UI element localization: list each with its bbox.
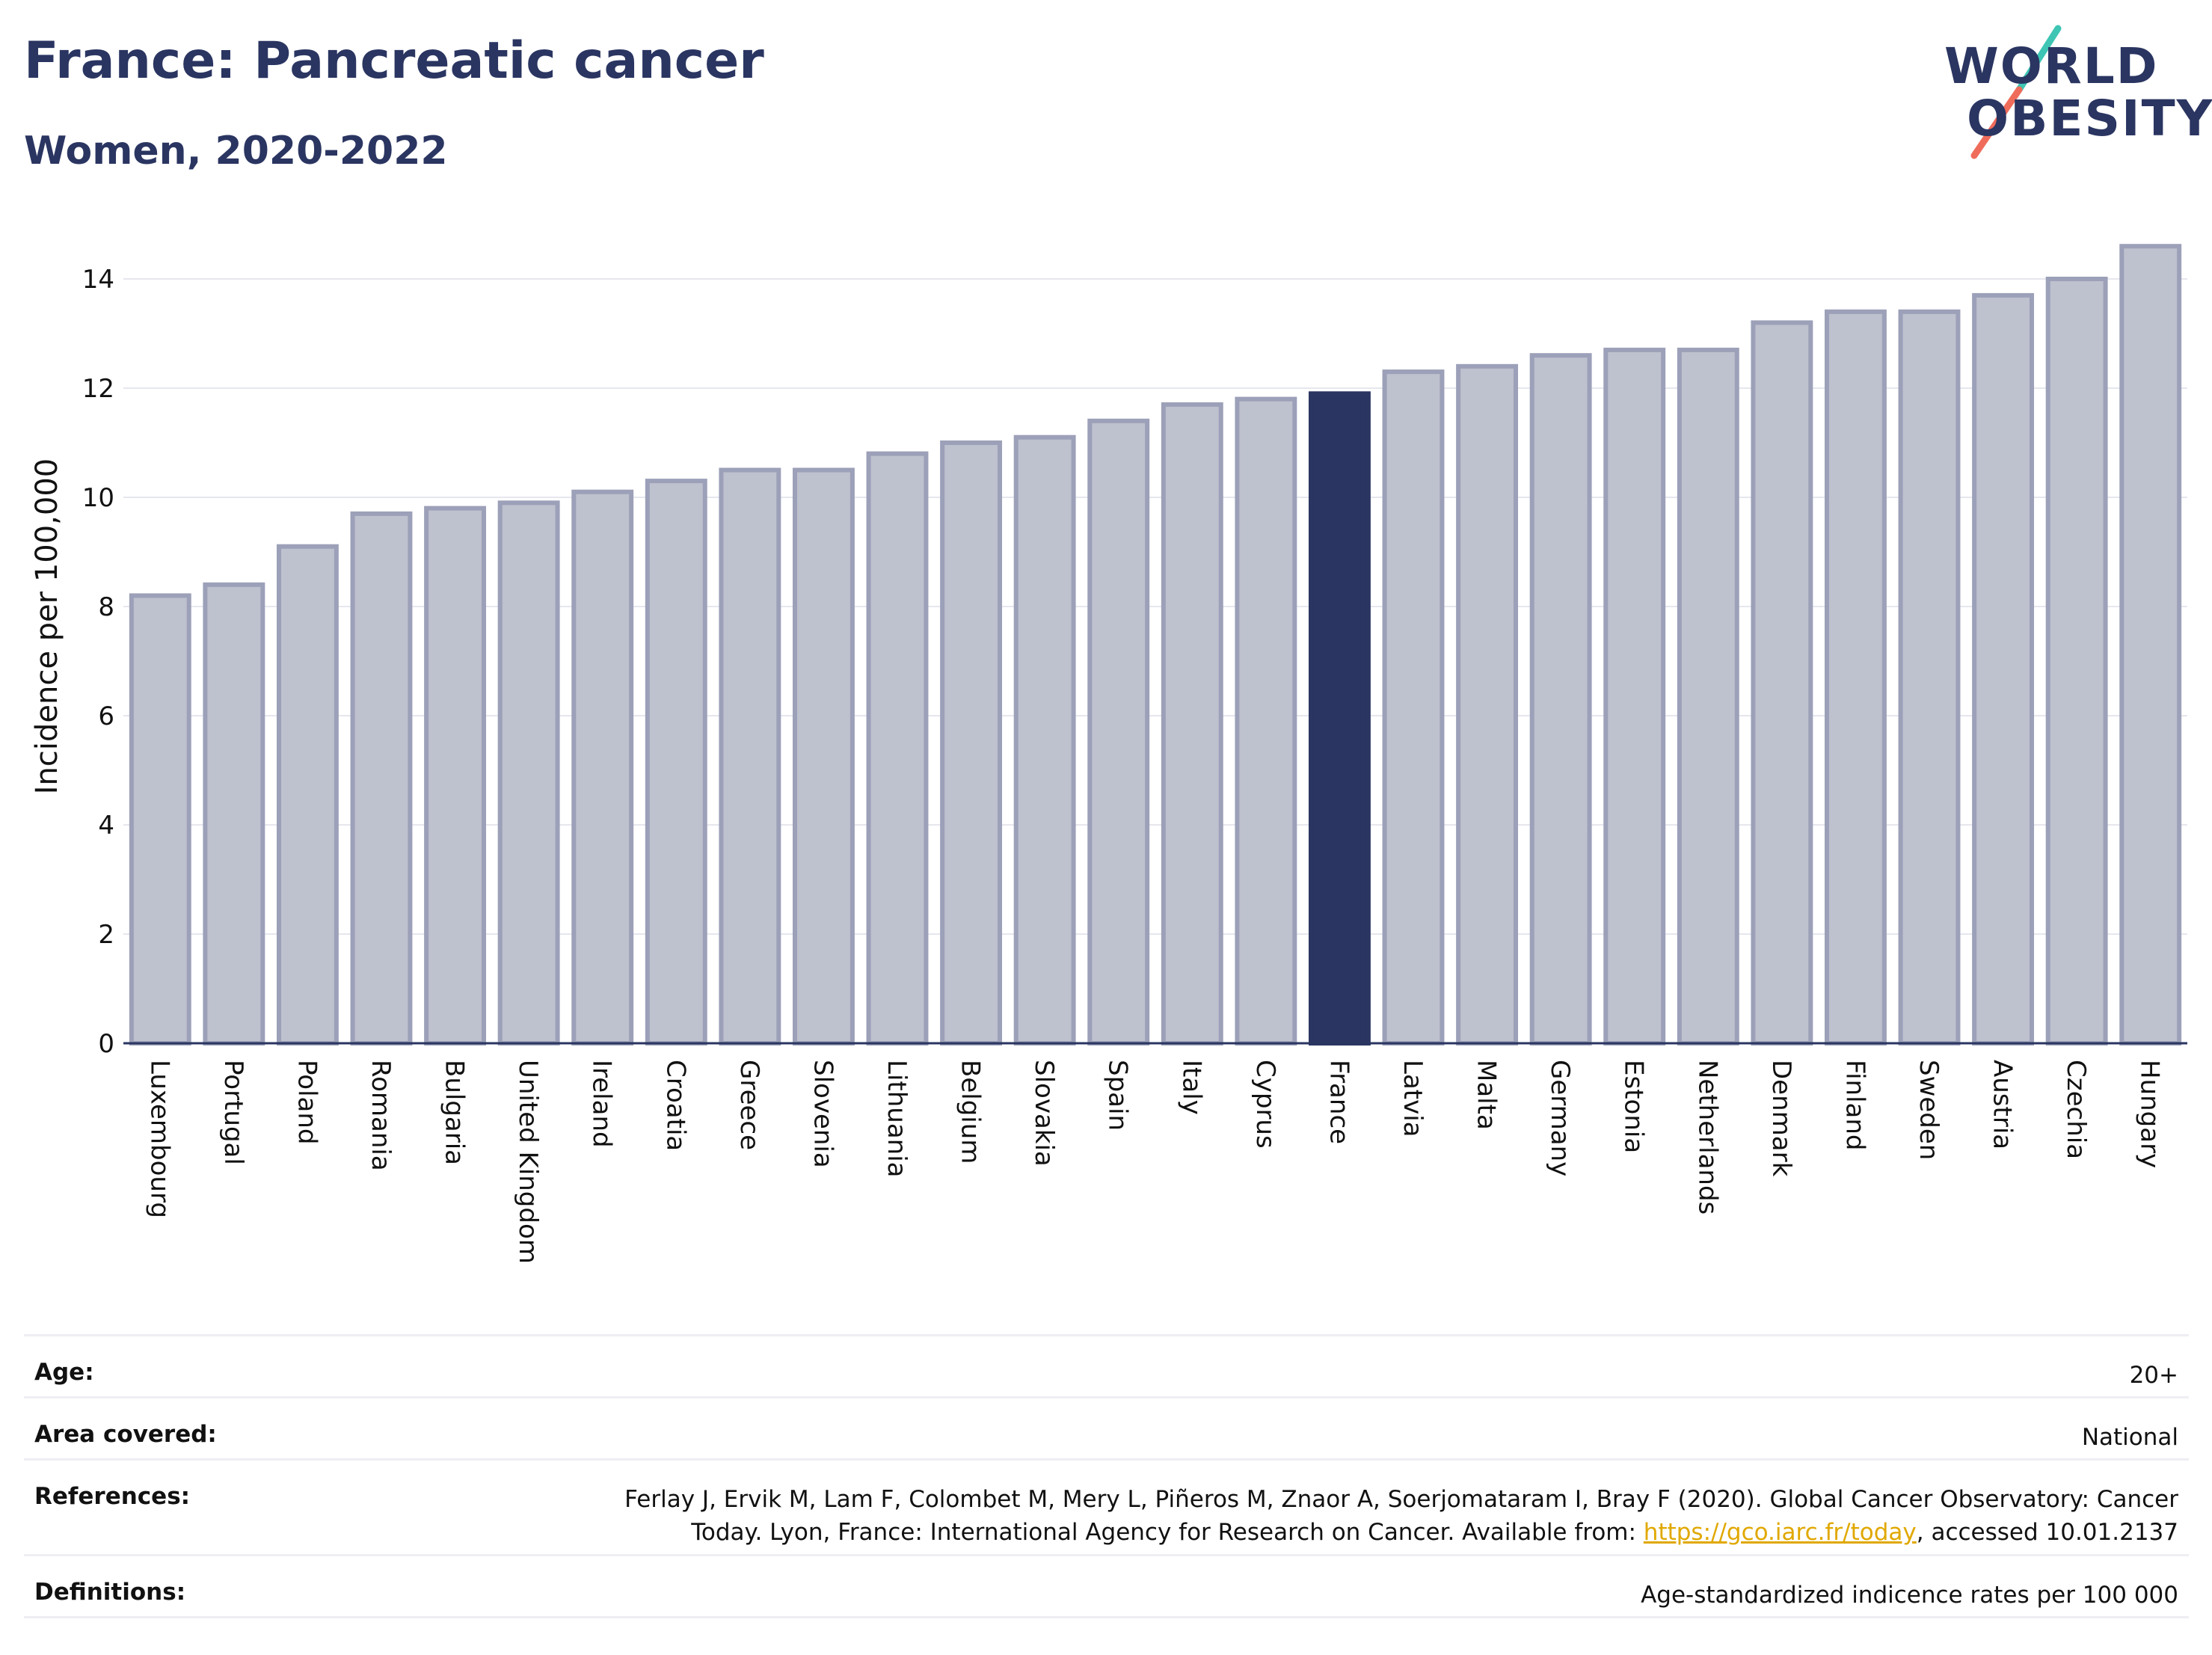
bar-netherlands (1677, 347, 1739, 1045)
bar-italy (1161, 402, 1223, 1045)
x-tick-label: Latvia (1398, 1060, 1428, 1137)
x-tick-label: Slovakia (1029, 1060, 1059, 1167)
y-tick-label: 8 (98, 592, 114, 622)
x-tick-labels: Luxembourg Portugal Poland Romania Bulgaria U… (144, 1060, 2164, 1264)
x-tick-label: Malta (1472, 1060, 1502, 1130)
bar-portugal (203, 582, 265, 1045)
references-line-2-end: , accessed 10.01.2137 (1916, 1519, 2178, 1546)
x-tick-label: Belgium (956, 1060, 986, 1164)
references-value: Ferlay J, Ervik M, Lam F, Colombet M, Me… (624, 1483, 2178, 1549)
x-tick-label: Croatia (660, 1060, 690, 1151)
bar-greece (719, 467, 781, 1045)
logo-word-1: WORLD (1944, 37, 2159, 95)
x-tick-label: Romania (366, 1060, 396, 1171)
age-value: 20+ (2129, 1362, 2178, 1389)
bar-united-kingdom (497, 500, 560, 1045)
bar-cyprus (1235, 396, 1297, 1045)
world-obesity-logo: WORLD OBESITY (1944, 21, 2212, 163)
x-tick-label: United Kingdom (513, 1060, 543, 1264)
bar-chart: 0 2 4 6 8 10 12 14 Luxembourg Portugal Poland Roma… (30, 244, 2187, 1264)
y-tick-labels: 0 2 4 6 8 10 12 14 (82, 265, 114, 1059)
x-tick-label: Spain (1103, 1060, 1133, 1131)
bar-belgium (940, 440, 1003, 1045)
x-tick-label: Denmark (1766, 1060, 1796, 1177)
definitions-label: Definitions: (34, 1579, 186, 1606)
info-row-age: Age: 20+ (24, 1334, 2189, 1396)
page-title: France: Pancreatic cancer (24, 31, 764, 90)
bar-france (1308, 391, 1371, 1045)
bar-germany (1529, 353, 1592, 1045)
definitions-value: Age-standardized indicence rates per 100… (1641, 1582, 2178, 1609)
references-line-1: Ferlay J, Ervik M, Lam F, Colombet M, Me… (624, 1486, 2178, 1513)
info-row-area: Area covered: National (24, 1396, 2189, 1458)
bar-croatia (645, 479, 707, 1045)
x-tick-label: Germany (1545, 1060, 1575, 1176)
bar-ireland (571, 489, 634, 1045)
bar-slovenia (792, 467, 855, 1045)
logo-slash-icon (1970, 25, 2062, 159)
info-row-definitions: Definitions: Age-standardized indicence … (24, 1554, 2189, 1618)
bar-slovakia (1013, 435, 1076, 1045)
bar-hungary (2119, 244, 2182, 1046)
bar-luxembourg (129, 593, 191, 1045)
x-tick-label: Czechia (2061, 1060, 2091, 1159)
logo-word-2: OBESITY (1967, 90, 2212, 147)
references-line-2-start: Today. Lyon, France: International Agenc… (691, 1519, 1644, 1546)
y-tick-label: 2 (98, 920, 114, 950)
y-tick-label: 4 (98, 811, 114, 841)
bar-romania (350, 511, 413, 1045)
bar-sweden (1898, 309, 1961, 1045)
x-tick-label: Sweden (1914, 1060, 1944, 1160)
bar-czechia (2045, 277, 2108, 1045)
y-axis-label: Incidence per 100,000 (30, 458, 64, 795)
x-tick-label: Greece (734, 1060, 764, 1150)
x-tick-label: Cyprus (1250, 1060, 1280, 1149)
age-label: Age: (34, 1359, 94, 1386)
x-tick-label: Luxembourg (144, 1060, 174, 1218)
bar-malta (1456, 363, 1519, 1045)
x-tick-label: Poland (292, 1060, 322, 1145)
bar-latvia (1382, 369, 1445, 1046)
area-value: National (2081, 1424, 2178, 1451)
references-link[interactable]: https://gco.iarc.fr/today (1643, 1519, 1917, 1546)
y-tick-label: 10 (82, 483, 114, 513)
x-tick-label: Slovenia (808, 1060, 838, 1168)
x-tick-label: Estonia (1619, 1060, 1649, 1153)
y-tick-label: 14 (82, 265, 114, 295)
info-row-references: References: Ferlay J, Ervik M, Lam F, Co… (24, 1458, 2189, 1554)
bar-spain (1087, 418, 1150, 1045)
x-tick-label: Ireland (587, 1060, 617, 1148)
x-tick-label: Austria (1988, 1060, 2018, 1149)
y-tick-label: 12 (82, 374, 114, 404)
bar-lithuania (866, 451, 929, 1045)
x-tick-label: Bulgaria (440, 1060, 470, 1165)
references-line-2: Today. Lyon, France: International Agenc… (624, 1516, 2178, 1549)
x-tick-label: Lithuania (882, 1060, 912, 1177)
page-subtitle: Women, 2020-2022 (24, 129, 448, 174)
x-tick-label: Finland (1840, 1060, 1870, 1151)
bar-finland (1824, 309, 1887, 1045)
x-tick-label: Hungary (2135, 1060, 2165, 1168)
bar-austria (1972, 292, 2035, 1045)
area-label: Area covered: (34, 1421, 217, 1448)
x-tick-label: Italy (1176, 1060, 1206, 1115)
x-tick-label: Portugal (218, 1060, 248, 1165)
bar-poland (276, 544, 339, 1045)
bar-denmark (1751, 320, 1813, 1045)
bars (129, 244, 2182, 1046)
x-tick-label: Netherlands (1692, 1060, 1722, 1215)
references-label: References: (34, 1483, 191, 1510)
info-table: Age: 20+ Area covered: National Referenc… (24, 1334, 2189, 1618)
x-tick-label: France (1324, 1060, 1354, 1144)
y-tick-label: 6 (98, 701, 114, 731)
y-tick-label: 0 (98, 1029, 114, 1059)
bar-bulgaria (424, 506, 487, 1045)
bar-estonia (1603, 347, 1666, 1045)
